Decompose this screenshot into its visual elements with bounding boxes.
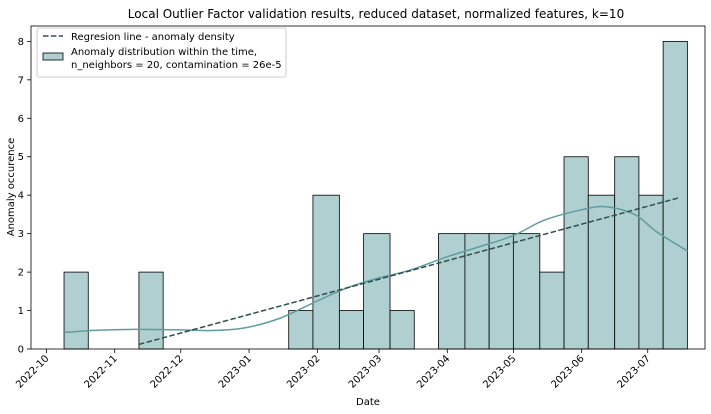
y-axis-label: Anomaly occurence — [6, 138, 17, 237]
chart-title: Local Outlier Factor validation results,… — [128, 7, 624, 21]
kde-curve — [63, 205, 688, 334]
y-tick-label: 8 — [18, 37, 24, 48]
y-tick-label: 3 — [18, 229, 24, 240]
plot-area — [30, 25, 706, 350]
x-tick-label: 2023-01 — [217, 353, 254, 390]
histogram-bar — [539, 271, 565, 350]
histogram-bar — [389, 310, 415, 350]
x-tick-label: 2023-03 — [347, 353, 384, 390]
y-tick-label: 2 — [18, 268, 24, 279]
y-tick-label: 1 — [18, 306, 24, 317]
histogram-bar — [638, 194, 664, 350]
histogram-bar — [438, 233, 466, 350]
y-tick-label: 6 — [18, 114, 24, 125]
y-tick-label: 4 — [18, 191, 24, 202]
histogram-bar — [512, 233, 541, 350]
y-tick-label: 7 — [18, 75, 24, 86]
x-tick-label: 2022-10 — [14, 353, 51, 390]
x-axis-label: Date — [356, 397, 380, 408]
histogram-bar — [614, 156, 640, 350]
x-tick-label: 2023-06 — [549, 353, 586, 390]
legend-distribution-label-line-1: Anomaly distribution within the time, — [71, 47, 257, 58]
x-tick-label: 2023-07 — [616, 353, 653, 390]
x-tick-label: 2023-05 — [481, 353, 518, 390]
histogram-bar — [563, 156, 589, 350]
x-tick-label: 2023-04 — [415, 353, 452, 390]
histogram-bar — [662, 40, 688, 350]
legend: Regresion line - anomaly density Anomaly… — [36, 27, 287, 78]
y-tick-label: 0 — [18, 345, 24, 356]
regression-line — [138, 197, 679, 346]
x-tick-label: 2022-11 — [82, 353, 119, 390]
legend-regression-label: Regresion line - anomaly density — [71, 32, 235, 43]
plot-frame — [30, 25, 706, 350]
histogram-bar — [363, 233, 391, 350]
legend-bar-patch — [42, 52, 64, 61]
histogram-bar — [138, 271, 164, 350]
y-tick-label: 5 — [18, 152, 24, 163]
x-tick-label: 2022-12 — [149, 353, 186, 390]
x-tick-label: 2023-02 — [285, 353, 322, 390]
y-axis: 0 1 2 3 4 5 6 7 8 — [18, 37, 31, 356]
histogram-bar — [488, 233, 514, 350]
histogram-bar — [312, 194, 340, 350]
legend-box — [36, 27, 287, 78]
histogram-bar — [288, 310, 314, 350]
legend-distribution-label-line-2: n_neighbors = 20, contamination = 26e-5 — [71, 60, 282, 71]
x-axis: 2022-10 2022-11 2022-12 2023-01 2023-02 2023-… — [14, 349, 653, 391]
histogram-bar — [338, 310, 364, 350]
histogram-bar — [63, 271, 89, 350]
